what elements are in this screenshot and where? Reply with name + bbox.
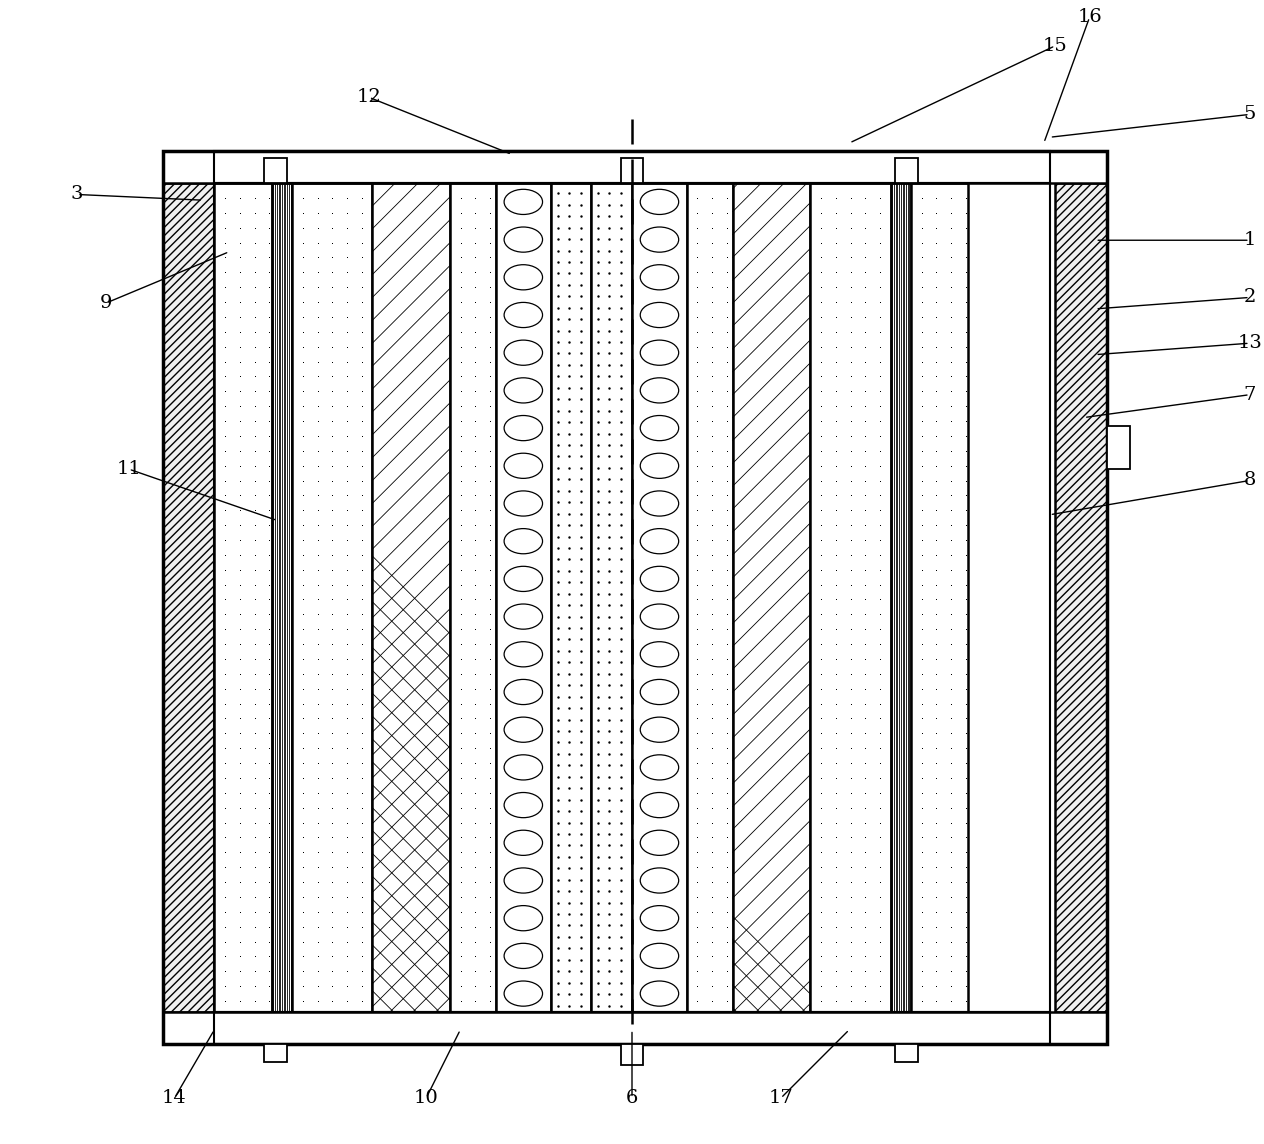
- Bar: [621, 158, 643, 183]
- Bar: [450, 183, 495, 1012]
- Text: 9: 9: [100, 294, 112, 312]
- Text: 12: 12: [356, 88, 382, 106]
- Text: 7: 7: [1244, 386, 1256, 404]
- Text: 14: 14: [162, 1089, 187, 1107]
- Bar: [895, 158, 918, 183]
- Text: 15: 15: [1043, 37, 1068, 55]
- Bar: [215, 183, 272, 1012]
- Bar: [163, 183, 215, 1012]
- Bar: [911, 183, 968, 1012]
- Text: 3: 3: [71, 185, 83, 204]
- Bar: [810, 183, 891, 1012]
- Bar: [163, 1012, 1107, 1044]
- Bar: [215, 183, 1049, 1012]
- Bar: [891, 183, 911, 1012]
- Text: 11: 11: [116, 460, 142, 478]
- Bar: [1107, 426, 1130, 469]
- Bar: [895, 1044, 918, 1062]
- Bar: [733, 183, 810, 1012]
- Text: 17: 17: [769, 1089, 793, 1107]
- Bar: [1055, 183, 1107, 1012]
- Text: 1: 1: [1244, 231, 1256, 249]
- Bar: [272, 183, 292, 1012]
- Text: 6: 6: [626, 1089, 638, 1107]
- Bar: [215, 151, 1049, 183]
- Bar: [264, 158, 287, 183]
- Bar: [621, 1044, 643, 1065]
- Bar: [686, 183, 733, 1012]
- Text: 8: 8: [1244, 471, 1256, 490]
- Text: 13: 13: [1237, 334, 1263, 352]
- Bar: [495, 183, 551, 1012]
- Text: 10: 10: [413, 1089, 439, 1107]
- Text: 2: 2: [1244, 288, 1256, 307]
- Bar: [264, 1044, 287, 1062]
- Bar: [163, 151, 1107, 183]
- Bar: [632, 183, 686, 1012]
- Bar: [215, 1012, 1049, 1044]
- Bar: [292, 183, 373, 1012]
- Bar: [373, 183, 450, 1012]
- Bar: [163, 151, 1107, 1044]
- Bar: [590, 183, 632, 1012]
- Bar: [551, 183, 590, 1012]
- Text: 5: 5: [1244, 105, 1256, 124]
- Text: 16: 16: [1077, 8, 1102, 26]
